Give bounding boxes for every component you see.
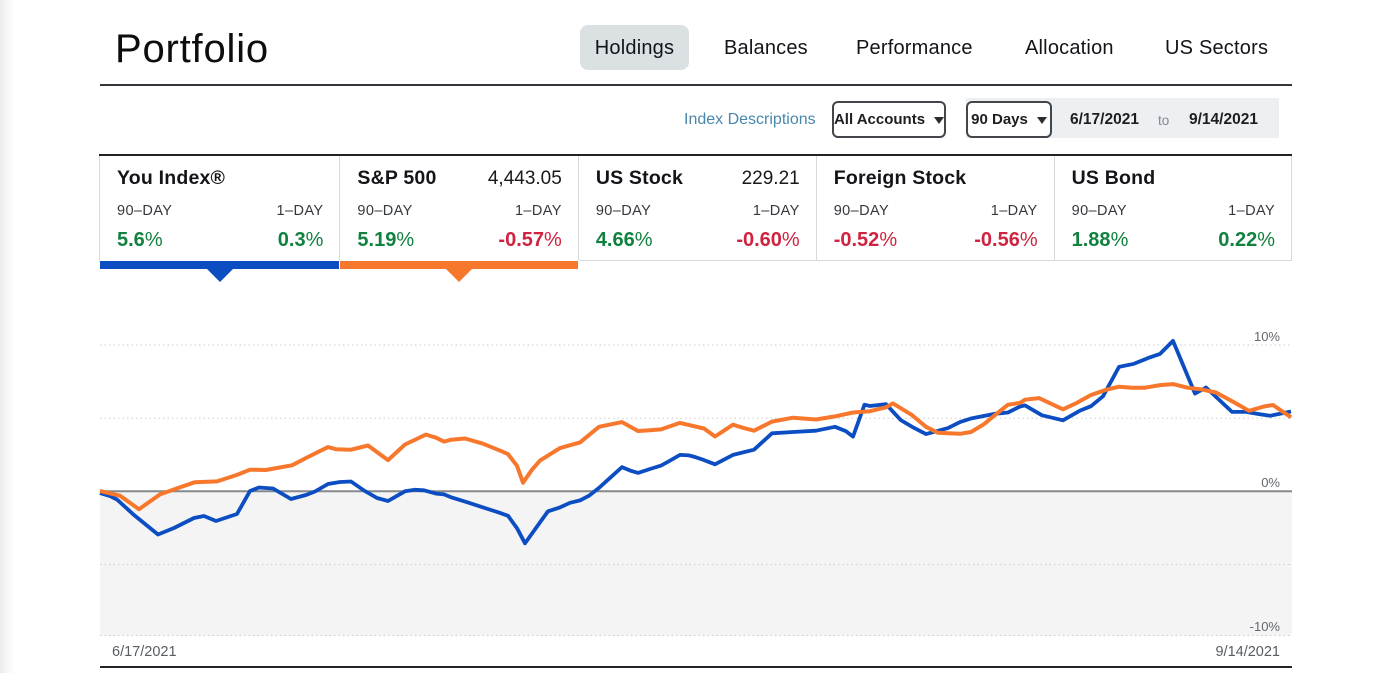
svg-text:0%: 0% xyxy=(1261,475,1280,490)
svg-text:10%: 10% xyxy=(1254,329,1280,344)
svg-text:6/17/2021: 6/17/2021 xyxy=(112,644,177,660)
svg-text:-10%: -10% xyxy=(1250,619,1281,634)
svg-text:9/14/2021: 9/14/2021 xyxy=(1215,644,1280,660)
